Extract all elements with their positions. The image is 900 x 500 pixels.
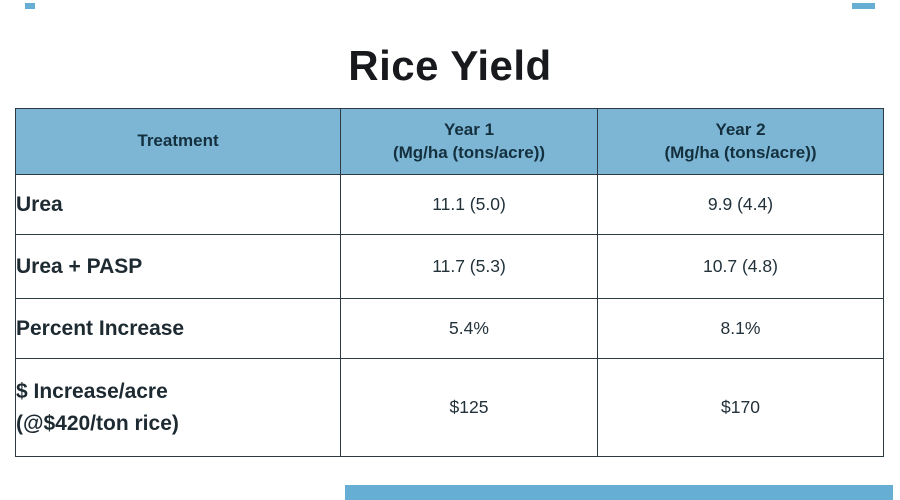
cell-urea-year1: 11.1 (5.0) [340, 174, 598, 235]
column-header-treatment: Treatment [15, 108, 341, 175]
row-label-urea: Urea [15, 174, 341, 235]
column-header-year1-line1: Year 1 [443, 119, 495, 139]
page-title: Rice Yield [348, 42, 552, 89]
row-label-percent-increase: Percent Increase [15, 298, 341, 359]
header-row: Treatment Year 1 (Mg/ha (tons/acre)) Yea… [15, 108, 884, 175]
cell-dollar-increase-year2: $170 [597, 358, 884, 457]
cell-urea-year2: 9.9 (4.4) [597, 174, 884, 235]
column-header-year2: Year 2 (Mg/ha (tons/acre)) [597, 108, 884, 175]
top-left-accent-fragment [25, 3, 35, 9]
rice-yield-table: Treatment Year 1 (Mg/ha (tons/acre)) Yea… [15, 108, 884, 457]
cell-percent-increase-year1: 5.4% [340, 298, 598, 359]
table-row-urea: Urea 11.1 (5.0) 9.9 (4.4) [15, 174, 884, 235]
column-header-year1-line2: (Mg/ha (tons/acre)) [392, 142, 546, 162]
column-header-year2-line2: (Mg/ha (tons/acre)) [664, 142, 817, 162]
table-row-urea-pasp: Urea + PASP 11.7 (5.3) 10.7 (4.8) [15, 234, 884, 299]
column-header-year1: Year 1 (Mg/ha (tons/acre)) [340, 108, 598, 175]
cell-urea-pasp-year2: 10.7 (4.8) [597, 234, 884, 299]
cell-urea-pasp-year1: 11.7 (5.3) [340, 234, 598, 299]
row-label-dollar-increase-line2: (@$420/ton rice) [16, 411, 179, 435]
row-label-dollar-increase: $ Increase/acre (@$420/ton rice) [15, 358, 341, 457]
cell-dollar-increase-year1: $125 [340, 358, 598, 457]
top-right-accent-fragment [852, 3, 875, 9]
bottom-accent-bar [345, 485, 893, 500]
table-row-percent-increase: Percent Increase 5.4% 8.1% [15, 298, 884, 359]
row-label-urea-pasp: Urea + PASP [15, 234, 341, 299]
table-row-dollar-increase: $ Increase/acre (@$420/ton rice) $125 $1… [15, 358, 884, 457]
row-label-dollar-increase-line1: $ Increase/acre [16, 380, 168, 403]
cell-percent-increase-year2: 8.1% [597, 298, 884, 359]
column-header-treatment-label: Treatment [137, 131, 219, 151]
column-header-year2-line1: Year 2 [715, 119, 766, 139]
